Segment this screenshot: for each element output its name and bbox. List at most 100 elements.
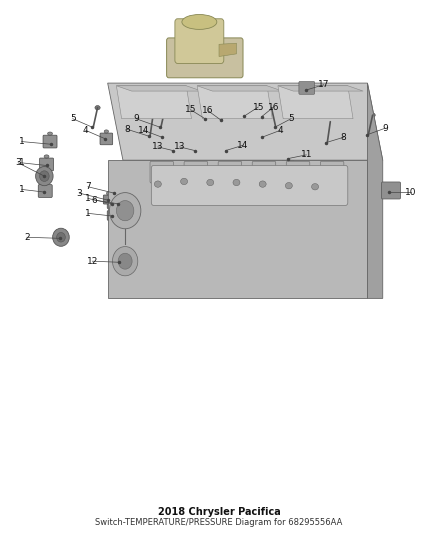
Ellipse shape: [114, 196, 118, 199]
Ellipse shape: [39, 171, 49, 181]
Ellipse shape: [104, 130, 109, 133]
Ellipse shape: [370, 113, 375, 117]
Ellipse shape: [286, 182, 292, 189]
FancyBboxPatch shape: [320, 161, 344, 183]
Ellipse shape: [151, 112, 156, 116]
Ellipse shape: [261, 128, 265, 132]
Text: Switch-TEMPERATURE/PRESSURE Diagram for 68295556AA: Switch-TEMPERATURE/PRESSURE Diagram for …: [95, 518, 343, 527]
FancyBboxPatch shape: [107, 211, 118, 220]
Polygon shape: [278, 86, 353, 119]
Ellipse shape: [116, 252, 121, 255]
Ellipse shape: [113, 247, 138, 276]
FancyBboxPatch shape: [43, 135, 57, 148]
FancyBboxPatch shape: [184, 161, 208, 183]
Text: 4: 4: [277, 126, 283, 135]
Text: 5: 5: [288, 114, 294, 123]
Text: 13: 13: [174, 142, 185, 151]
FancyBboxPatch shape: [103, 195, 113, 204]
Ellipse shape: [162, 106, 168, 110]
FancyBboxPatch shape: [168, 146, 179, 156]
Ellipse shape: [286, 150, 290, 154]
Ellipse shape: [328, 119, 333, 124]
Polygon shape: [108, 160, 367, 298]
Ellipse shape: [44, 155, 49, 158]
Ellipse shape: [111, 196, 114, 199]
Ellipse shape: [243, 91, 248, 95]
Text: 7: 7: [85, 182, 91, 191]
FancyBboxPatch shape: [151, 165, 348, 205]
FancyBboxPatch shape: [190, 146, 201, 156]
FancyBboxPatch shape: [166, 38, 243, 78]
Text: 6: 6: [92, 196, 97, 205]
Text: 4: 4: [83, 126, 88, 135]
Text: 1: 1: [85, 209, 91, 218]
FancyBboxPatch shape: [219, 146, 231, 156]
Polygon shape: [219, 43, 237, 56]
Text: 8: 8: [124, 125, 130, 134]
FancyBboxPatch shape: [381, 182, 401, 199]
FancyBboxPatch shape: [286, 161, 310, 183]
Ellipse shape: [180, 178, 187, 184]
FancyBboxPatch shape: [38, 184, 52, 197]
FancyBboxPatch shape: [150, 161, 173, 183]
FancyBboxPatch shape: [175, 19, 224, 63]
Ellipse shape: [269, 106, 274, 110]
Text: 15: 15: [185, 105, 196, 114]
Ellipse shape: [48, 132, 53, 135]
Polygon shape: [197, 86, 283, 91]
Text: 8: 8: [341, 133, 346, 142]
FancyBboxPatch shape: [111, 255, 126, 269]
Text: 2018 Chrysler Pacifica: 2018 Chrysler Pacifica: [158, 507, 280, 517]
Text: 3: 3: [15, 158, 21, 167]
Ellipse shape: [259, 181, 266, 187]
Text: 9: 9: [133, 114, 139, 123]
Ellipse shape: [233, 179, 240, 185]
Text: 15: 15: [253, 102, 264, 111]
Text: 9: 9: [382, 124, 388, 133]
Ellipse shape: [35, 166, 53, 185]
Ellipse shape: [223, 142, 227, 146]
Ellipse shape: [43, 181, 48, 184]
Text: 12: 12: [87, 257, 98, 265]
FancyBboxPatch shape: [39, 158, 53, 171]
FancyBboxPatch shape: [107, 199, 118, 208]
Text: 14: 14: [138, 126, 150, 135]
FancyBboxPatch shape: [256, 132, 269, 143]
Ellipse shape: [161, 129, 165, 132]
Ellipse shape: [311, 183, 318, 190]
Polygon shape: [108, 83, 383, 160]
Ellipse shape: [154, 181, 161, 187]
Text: 2: 2: [24, 233, 30, 242]
Text: 1: 1: [19, 185, 25, 194]
Text: 11: 11: [300, 150, 312, 159]
Ellipse shape: [117, 200, 134, 221]
Ellipse shape: [204, 93, 209, 98]
Text: 13: 13: [152, 142, 164, 151]
Text: 3: 3: [76, 189, 82, 198]
Text: 5: 5: [70, 114, 76, 123]
Ellipse shape: [57, 232, 65, 242]
Text: 16: 16: [268, 102, 279, 111]
Text: 1: 1: [19, 137, 25, 146]
FancyBboxPatch shape: [111, 199, 122, 209]
Ellipse shape: [106, 192, 110, 195]
Ellipse shape: [261, 93, 267, 98]
Text: 1: 1: [19, 158, 25, 167]
Ellipse shape: [207, 179, 214, 185]
Polygon shape: [117, 86, 191, 119]
FancyBboxPatch shape: [218, 161, 242, 183]
Ellipse shape: [221, 97, 226, 101]
Ellipse shape: [95, 106, 100, 110]
Text: 10: 10: [405, 188, 417, 197]
Ellipse shape: [53, 228, 69, 246]
Ellipse shape: [172, 143, 175, 146]
Text: 17: 17: [318, 80, 329, 89]
FancyBboxPatch shape: [110, 187, 123, 199]
Ellipse shape: [182, 14, 217, 29]
Polygon shape: [278, 86, 363, 91]
Polygon shape: [197, 86, 272, 119]
Ellipse shape: [114, 184, 119, 187]
Ellipse shape: [194, 143, 197, 146]
FancyBboxPatch shape: [100, 133, 113, 145]
FancyBboxPatch shape: [299, 82, 314, 94]
